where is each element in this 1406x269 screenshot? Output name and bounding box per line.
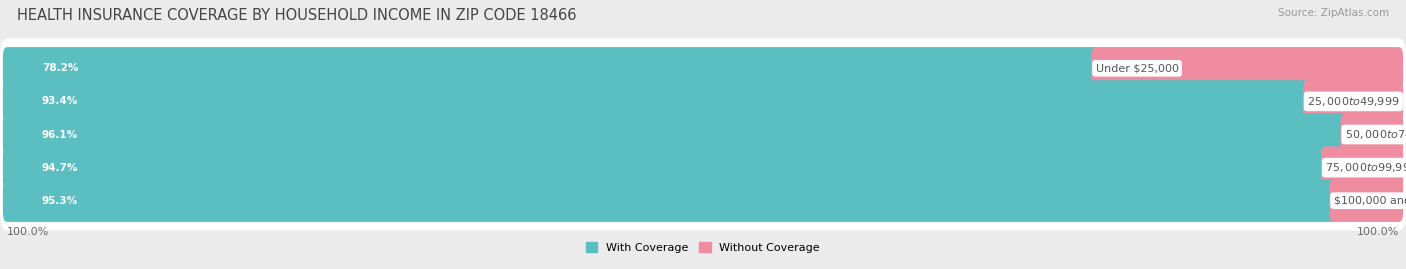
- FancyBboxPatch shape: [0, 72, 1406, 131]
- Text: 94.7%: 94.7%: [42, 162, 79, 173]
- Text: HEALTH INSURANCE COVERAGE BY HOUSEHOLD INCOME IN ZIP CODE 18466: HEALTH INSURANCE COVERAGE BY HOUSEHOLD I…: [17, 8, 576, 23]
- Text: 95.3%: 95.3%: [42, 196, 77, 206]
- Text: 78.2%: 78.2%: [42, 63, 79, 73]
- Text: $50,000 to $74,999: $50,000 to $74,999: [1344, 128, 1406, 141]
- FancyBboxPatch shape: [0, 105, 1406, 164]
- FancyBboxPatch shape: [1340, 113, 1403, 156]
- FancyBboxPatch shape: [1303, 80, 1403, 123]
- FancyBboxPatch shape: [0, 171, 1406, 231]
- FancyBboxPatch shape: [0, 38, 1406, 98]
- FancyBboxPatch shape: [1091, 47, 1403, 90]
- Text: Source: ZipAtlas.com: Source: ZipAtlas.com: [1278, 8, 1389, 18]
- Text: $25,000 to $49,999: $25,000 to $49,999: [1308, 95, 1399, 108]
- Text: $100,000 and over: $100,000 and over: [1333, 196, 1406, 206]
- FancyBboxPatch shape: [3, 179, 1337, 222]
- Text: 93.4%: 93.4%: [42, 96, 79, 107]
- Text: 100.0%: 100.0%: [1357, 226, 1399, 236]
- Legend: With Coverage, Without Coverage: With Coverage, Without Coverage: [586, 242, 820, 253]
- Text: 100.0%: 100.0%: [7, 226, 49, 236]
- FancyBboxPatch shape: [1330, 179, 1403, 222]
- Text: $75,000 to $99,999: $75,000 to $99,999: [1326, 161, 1406, 174]
- Text: Under $25,000: Under $25,000: [1095, 63, 1178, 73]
- Text: 96.1%: 96.1%: [42, 129, 77, 140]
- FancyBboxPatch shape: [1322, 146, 1403, 189]
- FancyBboxPatch shape: [3, 47, 1099, 90]
- FancyBboxPatch shape: [3, 113, 1348, 156]
- FancyBboxPatch shape: [3, 146, 1330, 189]
- FancyBboxPatch shape: [3, 80, 1312, 123]
- FancyBboxPatch shape: [0, 138, 1406, 197]
